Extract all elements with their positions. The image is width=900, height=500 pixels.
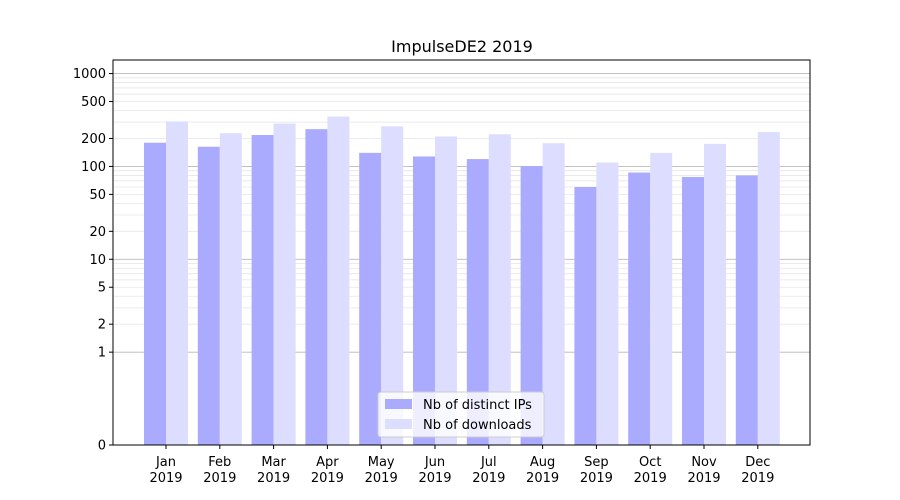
bar-downloads	[381, 126, 404, 445]
x-tick-label-year: 2019	[203, 471, 236, 486]
x-tick-label-year: 2019	[418, 471, 451, 486]
x-tick-label-year: 2019	[526, 471, 559, 486]
x-tick-label-month: Jul	[480, 455, 497, 470]
bars	[144, 116, 780, 446]
bar-distinct-ips	[574, 187, 597, 445]
bar-distinct-ips	[305, 129, 328, 446]
chart-title: ImpulseDE2 2019	[391, 37, 533, 56]
x-tick-label-year: 2019	[257, 471, 290, 486]
bar-distinct-ips	[735, 175, 758, 446]
bar-distinct-ips	[466, 159, 489, 445]
x-tick-label-month: Mar	[261, 455, 286, 470]
legend-label: Nb of downloads	[423, 418, 532, 433]
y-tick-label: 5	[98, 281, 106, 296]
bar-downloads	[488, 134, 511, 445]
x-tick-label-year: 2019	[311, 471, 344, 486]
bar-downloads	[435, 136, 457, 445]
x-tick-label-month: Sep	[584, 455, 609, 470]
bar-distinct-ips	[251, 134, 274, 445]
legend-label: Nb of distinct IPs	[423, 398, 532, 413]
bar-downloads	[542, 143, 565, 445]
bar-distinct-ips	[413, 156, 435, 445]
x-tick-label-year: 2019	[741, 471, 774, 486]
bar-distinct-ips	[520, 166, 543, 445]
x-tick-label-month: Feb	[208, 455, 231, 470]
y-tick-label: 10	[89, 253, 106, 268]
legend-swatch	[385, 419, 412, 429]
x-tick-label-month: Aug	[530, 455, 555, 470]
bar-downloads	[596, 162, 619, 446]
x-tick-label-month: Jun	[424, 455, 445, 470]
y-tick-label: 1	[98, 346, 106, 361]
y-tick-label: 100	[81, 160, 106, 175]
bar-distinct-ips	[682, 176, 704, 446]
bar-downloads	[166, 121, 188, 445]
legend-swatch	[385, 399, 412, 409]
bar-downloads	[327, 116, 350, 446]
x-tick-label-year: 2019	[472, 471, 505, 486]
plot-frame	[112, 59, 811, 446]
x-tick-label-month: Dec	[745, 455, 770, 470]
x-tick-label-month: Apr	[316, 455, 339, 470]
x-tick-label-year: 2019	[149, 471, 182, 486]
y-tick-label: 1000	[73, 67, 106, 82]
y-axis: 0 1 2 5 10 20 50 100 200 500 1000	[73, 67, 113, 454]
bar-distinct-ips	[144, 142, 166, 445]
y-tick-label: 20	[89, 225, 106, 240]
bar-distinct-ips	[359, 152, 382, 445]
x-tick-label-month: Jan	[155, 455, 176, 470]
bar-distinct-ips	[197, 146, 220, 446]
x-tick-label-year: 2019	[687, 471, 720, 486]
x-tick-label-year: 2019	[634, 471, 667, 486]
bar-distinct-ips	[628, 172, 651, 445]
bar-downloads	[757, 131, 780, 445]
bar-downloads	[650, 152, 673, 445]
bar-downloads	[273, 123, 296, 445]
x-tick-label-month: Oct	[639, 455, 661, 470]
y-tick-label: 0	[98, 439, 106, 454]
x-tick-label-year: 2019	[365, 471, 398, 486]
legend-box	[377, 391, 545, 438]
bar-downloads	[219, 133, 242, 445]
y-tick-label: 200	[81, 132, 106, 147]
y-tick-label: 500	[81, 95, 106, 110]
x-tick-label-year: 2019	[580, 471, 613, 486]
x-tick-label-month: Nov	[691, 455, 717, 470]
bar-downloads	[704, 143, 726, 445]
legend: Nb of distinct IPs Nb of downloads	[377, 391, 545, 438]
x-tick-label-month: May	[368, 455, 395, 470]
y-tick-label: 2	[98, 318, 106, 333]
x-axis: Jan2019Feb2019Mar2019Apr2019May2019Jun20…	[149, 445, 774, 486]
y-tick-label: 50	[89, 188, 106, 203]
